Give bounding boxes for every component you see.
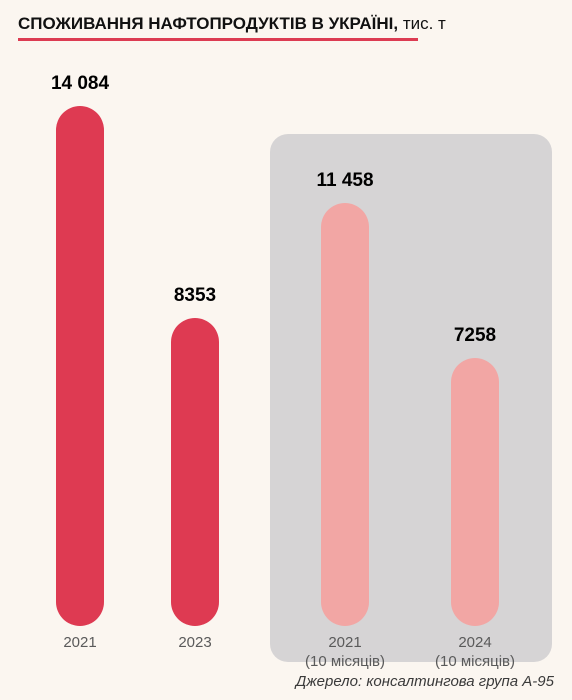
bar-2021-10m-shape [321, 203, 369, 626]
bar-2023-full-label: 2023 [115, 634, 275, 653]
bar-2021-10m: 11 4582021(10 місяців) [321, 203, 369, 626]
bar-2023-full-shape [171, 318, 219, 626]
bar-2024-10m-label: 2024(10 місяців) [395, 634, 555, 672]
bar-2024-10m: 72582024(10 місяців) [451, 358, 499, 626]
secondary-panel [270, 134, 552, 662]
title-underline [18, 38, 418, 41]
chart-title-unit: тис. т [403, 14, 446, 33]
bar-2023-full: 83532023 [171, 318, 219, 626]
source-caption: Джерело: консалтингова група А-95 [296, 673, 554, 690]
chart-title: СПОЖИВАННЯ НАФТОПРОДУКТІВ В УКРАЇНІ, тис… [18, 14, 446, 34]
bar-2021-10m-value: 11 458 [275, 170, 415, 192]
bar-2023-full-value: 8353 [125, 285, 265, 307]
bar-2024-10m-value: 7258 [405, 325, 545, 347]
bar-2021-full-value: 14 084 [10, 73, 150, 95]
bar-2021-full: 14 0842021 [56, 106, 104, 626]
bar-2024-10m-shape [451, 358, 499, 626]
bar-2021-full-shape [56, 106, 104, 626]
chart-title-main: СПОЖИВАННЯ НАФТОПРОДУКТІВ В УКРАЇНІ, [18, 14, 398, 33]
